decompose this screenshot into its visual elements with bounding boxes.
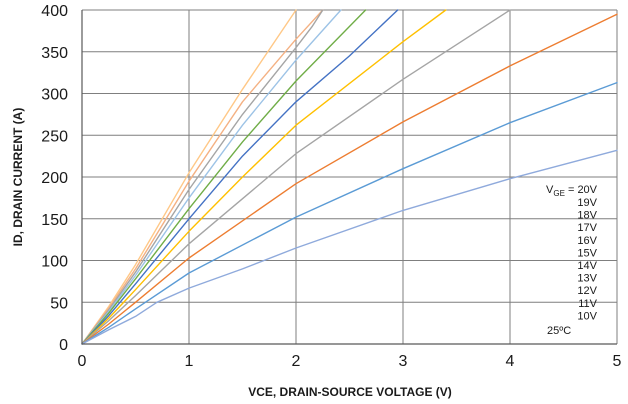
legend-entry: 10V [577,310,597,322]
legend-entry: 13V [577,273,597,285]
series-line-5 [81,9,399,345]
series-layer [81,9,618,345]
y-tick-label: 200 [41,170,68,187]
series-line-6 [81,9,447,345]
series-line-0 [81,9,297,345]
x-tick-label: 5 [613,353,622,370]
y-tick-label: 50 [50,295,68,312]
axes [81,10,617,345]
series-line-1 [81,9,324,345]
legend-entry: 16V [577,235,597,247]
x-tick-label: 2 [292,353,301,370]
y-tick-label: 400 [41,3,68,20]
legend-temperature: 25ºC [547,325,571,337]
series-line-7 [81,9,511,345]
x-tick-label: 0 [78,353,87,370]
x-tick-label: 1 [185,353,194,370]
y-tick-label: 0 [59,337,68,354]
legend-entry: 17V [577,222,597,234]
legend-entry: 11V [578,298,597,310]
x-tick-label: 4 [506,353,515,370]
legend-vge-label: VGE = 20V [546,184,598,198]
y-tick-label: 300 [41,87,68,104]
y-tick-label: 350 [41,45,68,62]
series-line-4 [81,9,367,345]
legend: VGE = 20V 19V18V17V16V15V14V13V12V11V10V… [546,184,598,337]
series-line-10 [81,149,618,345]
legend-entry: 18V [577,210,597,222]
y-tick-label: 150 [41,212,68,229]
y-axis-title: ID, DRAIN CURRENT (A) [11,108,25,247]
legend-entry: 14V [577,260,597,272]
x-tick-label: 3 [399,353,408,370]
legend-entry: 15V [577,247,597,259]
series-line-3 [81,9,342,345]
series-line-8 [81,13,618,345]
series-line-9 [81,81,618,345]
y-tick-label: 250 [41,128,68,145]
x-axis-title: VCE, DRAIN-SOURCE VOLTAGE (V) [248,385,452,399]
legend-entry: 12V [577,285,597,297]
series-line-2 [81,9,324,345]
y-tick-label: 100 [41,254,68,271]
legend-entry: 19V [577,197,597,209]
